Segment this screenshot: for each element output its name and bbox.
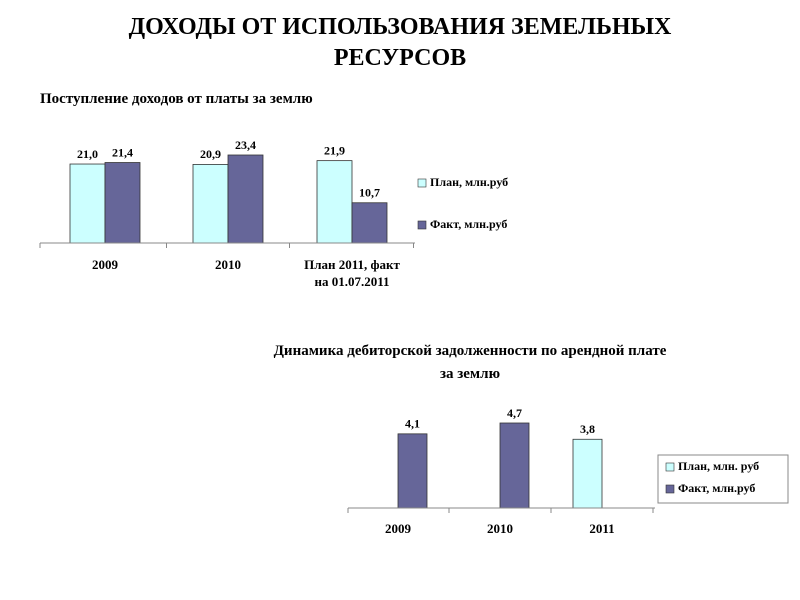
chart-title-box: Поступление доходов от платы за землю (40, 91, 313, 107)
chart-title: Динамика дебиторской задолженности по ар… (273, 343, 667, 382)
legend-label: Факт, млн.руб (678, 481, 755, 495)
legend-swatch (417, 220, 427, 230)
bar (499, 422, 530, 509)
x-tick-label-box: 2009 (385, 521, 411, 536)
bar (316, 160, 353, 244)
chart-title-box: Динамика дебиторской задолженности по ар… (273, 343, 667, 382)
value-label: 21,9 (324, 143, 345, 157)
x-tick-label-box: План 2011, факт на 01.07.2011 (304, 257, 400, 289)
x-tick-label-box: 2010 (215, 257, 241, 272)
bar (227, 154, 264, 244)
x-tick-label-box: 2011 (589, 521, 615, 536)
legend-label: План, млн.руб (430, 175, 508, 189)
value-label: 4,1 (405, 417, 420, 431)
value-label: 10,7 (359, 186, 380, 200)
legend-label: Факт, млн.руб (430, 217, 507, 231)
legend-swatch (417, 178, 427, 188)
chart-title: Поступление доходов от платы за землю (40, 91, 313, 107)
bar (397, 433, 428, 509)
legend-label: План, млн. руб (678, 459, 759, 473)
bar (69, 163, 106, 244)
x-tick-label: 2009 (92, 257, 118, 272)
bar (351, 202, 388, 244)
x-tick-label: 2010 (487, 521, 513, 536)
value-label: 23,4 (235, 138, 256, 152)
value-label: 21,0 (77, 147, 98, 161)
value-label: 21,4 (112, 145, 133, 159)
bar (192, 164, 229, 244)
legend-frame (657, 454, 789, 504)
legend-swatch (665, 462, 675, 472)
x-tick-label-box: 2010 (487, 521, 513, 536)
value-label: 20,9 (200, 147, 221, 161)
value-label: 4,7 (507, 406, 522, 420)
x-tick-label: 2009 (385, 521, 411, 536)
bar (104, 162, 141, 244)
bar (572, 438, 603, 509)
value-label: 3,8 (580, 422, 595, 436)
x-tick-label: План 2011, факт на 01.07.2011 (304, 257, 400, 289)
x-tick-label: 2011 (589, 521, 615, 536)
x-tick-label-box: 2009 (92, 257, 118, 272)
slide-title-box: ДОХОДЫ ОТ ИСПОЛЬЗОВАНИЯ ЗЕМЕЛЬНЫХ РЕСУРС… (128, 14, 672, 71)
slide-title: ДОХОДЫ ОТ ИСПОЛЬЗОВАНИЯ ЗЕМЕЛЬНЫХ РЕСУРС… (128, 14, 672, 71)
legend-swatch (665, 484, 675, 494)
x-tick-label: 2010 (215, 257, 241, 272)
